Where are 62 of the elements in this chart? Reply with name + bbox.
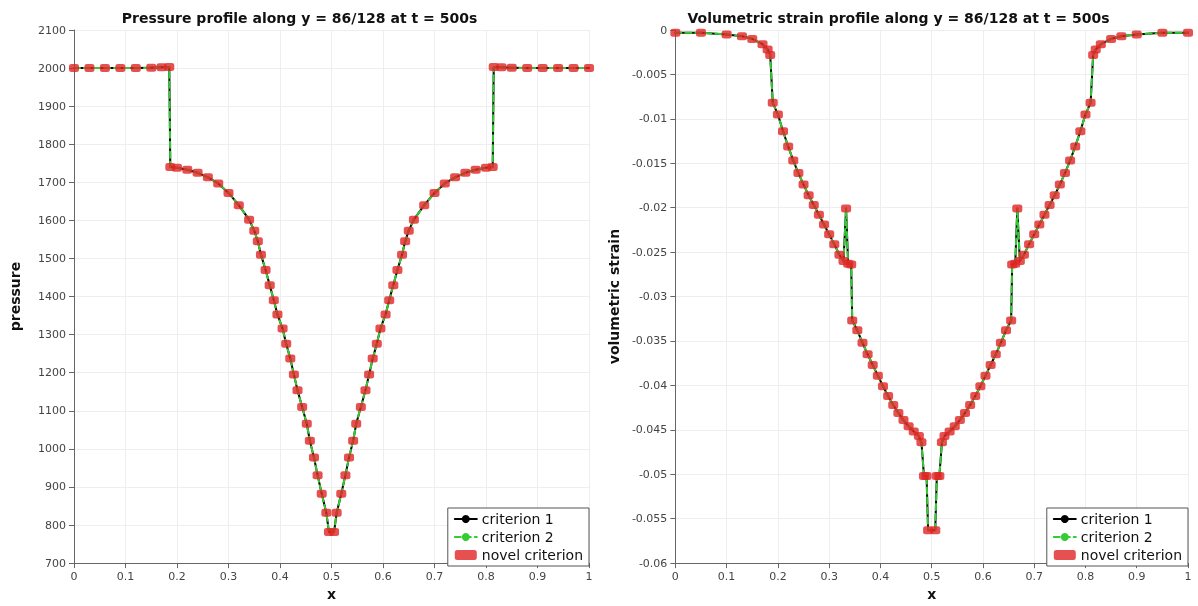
x-tick-label: 0.5 (322, 570, 341, 584)
x-tick-label: 0.7 (425, 570, 444, 584)
legend-label: novel criterion (1080, 547, 1183, 563)
legend-label: criterion 1 (1080, 511, 1153, 527)
x-tick-label: 1 (585, 570, 593, 584)
x-tick-label: 0.3 (219, 570, 238, 584)
y-tick-label: 1600 (38, 213, 66, 227)
x-tick-label: 0.6 (374, 570, 392, 584)
y-tick-label: 1000 (38, 442, 66, 456)
x-tick-label: 0.1 (116, 570, 135, 584)
y-axis-title: pressure (7, 261, 23, 332)
x-tick-label: 0.4 (271, 570, 289, 584)
y-tick-label: -0.06 (638, 556, 668, 570)
legend-label: criterion 2 (1080, 529, 1153, 545)
y-tick-label: 800 (45, 518, 66, 532)
y-tick-label: 1400 (38, 290, 66, 304)
legend-label: novel criterion (481, 547, 584, 563)
y-tick-label: 2100 (38, 23, 66, 37)
y-tick-label: -0.01 (638, 112, 668, 126)
y-tick-label: -0.045 (631, 423, 668, 437)
y-tick-label: 1100 (38, 404, 66, 418)
x-tick-label: 0.3 (820, 570, 838, 584)
x-tick-label: 0.5 (922, 570, 941, 584)
y-tick-label: 900 (45, 480, 66, 494)
y-tick-label: -0.03 (638, 290, 668, 304)
y-tick-label: 1500 (38, 251, 66, 265)
y-tick-label: 1900 (38, 99, 66, 113)
y-tick-label: -0.055 (631, 512, 668, 526)
y-tick-label: 0 (660, 23, 668, 37)
x-tick-label: 0.9 (1127, 570, 1146, 584)
chart-title: Volumetric strain profile along y = 86/128 at t = 500s (687, 10, 1110, 26)
y-tick-label: -0.025 (631, 245, 668, 259)
x-tick-label: 0.2 (769, 570, 787, 584)
y-tick-label: -0.005 (631, 67, 668, 81)
x-tick-label: 0.8 (477, 570, 495, 584)
x-axis-title: x (927, 586, 937, 602)
x-tick-label: 0.2 (168, 570, 186, 584)
y-tick-label: -0.02 (638, 201, 668, 215)
y-tick-label: 700 (45, 556, 66, 570)
x-axis-title: x (326, 586, 337, 602)
y-tick-label: -0.035 (631, 334, 668, 348)
y-tick-label: 1800 (38, 137, 66, 151)
x-tick-label: 0 (671, 570, 679, 584)
y-tick-label: -0.05 (638, 467, 668, 481)
y-tick-label: 2000 (38, 61, 66, 75)
x-tick-label: 0 (70, 570, 78, 584)
y-tick-label: 1700 (38, 175, 66, 189)
y-axis-title: volumetric strain (606, 228, 622, 365)
legend-label: criterion 2 (481, 529, 554, 545)
x-tick-label: 1 (1184, 570, 1192, 584)
x-tick-label: 0.1 (717, 570, 736, 584)
y-tick-label: 1200 (38, 366, 66, 380)
y-tick-label: -0.015 (631, 156, 668, 170)
x-tick-label: 0.7 (1025, 570, 1043, 584)
x-tick-label: 0.4 (871, 570, 890, 584)
x-tick-label: 0.6 (974, 570, 992, 584)
y-tick-label: -0.04 (638, 378, 668, 392)
legend-label: criterion 1 (481, 511, 554, 527)
y-tick-label: 1300 (38, 328, 66, 342)
chart-title: Pressure profile along y = 86/128 at t = 500s (121, 10, 478, 26)
x-tick-label: 0.9 (528, 570, 547, 584)
x-tick-label: 0.8 (1076, 570, 1095, 584)
